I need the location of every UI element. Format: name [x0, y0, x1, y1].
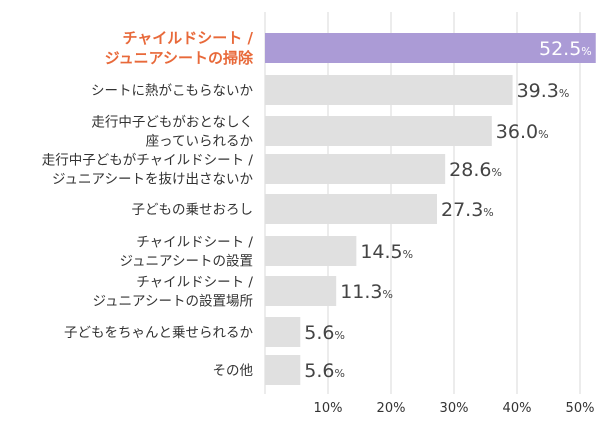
bar-3 [265, 116, 492, 146]
data-label-8: 5.6% [304, 322, 345, 344]
data-label-4: 28.6% [449, 159, 502, 181]
category-label-6: チャイルドシート /ジュニアシートの設置 [119, 235, 253, 270]
category-label-4: 走行中子どもがチャイルドシート /ジュニアシートを抜け出さないか [42, 153, 254, 188]
x-tick-label-40: 40% [503, 401, 532, 416]
x-tick-label-10: 10% [314, 401, 343, 416]
bar-6 [265, 236, 357, 266]
bar-9 [265, 355, 301, 385]
data-label-1: 52.5% [539, 38, 592, 60]
bar-1 [265, 33, 596, 63]
x-tick-label-20: 20% [377, 401, 406, 416]
data-label-2: 39.3% [517, 80, 570, 102]
x-tick-label-50: 50% [566, 401, 595, 416]
data-label-5: 27.3% [441, 199, 494, 221]
bar-2 [265, 75, 513, 105]
category-label-2: シートに熱がこもらないか [91, 83, 253, 99]
data-label-6: 14.5% [360, 241, 413, 263]
data-label-9: 5.6% [304, 360, 345, 382]
bar-4 [265, 154, 446, 184]
category-label-1: チャイルドシート /ジュニアシートの掃除 [105, 29, 254, 67]
category-label-7: チャイルドシート /ジュニアシートの設置場所 [92, 275, 253, 310]
data-label-3: 36.0% [496, 121, 549, 143]
data-label-7: 11.3% [340, 281, 393, 303]
category-label-5: 子どもの乗せおろし [132, 202, 254, 218]
bar-7 [265, 276, 337, 306]
bar-8 [265, 317, 301, 347]
x-tick-label-30: 30% [440, 401, 469, 416]
category-label-9: その他 [213, 363, 254, 379]
category-label-8: 子どもをちゃんと乗せられるか [64, 325, 253, 341]
bar-5 [265, 194, 437, 224]
category-label-3: 走行中子どもがおとなしく座っていられるか [91, 115, 253, 150]
